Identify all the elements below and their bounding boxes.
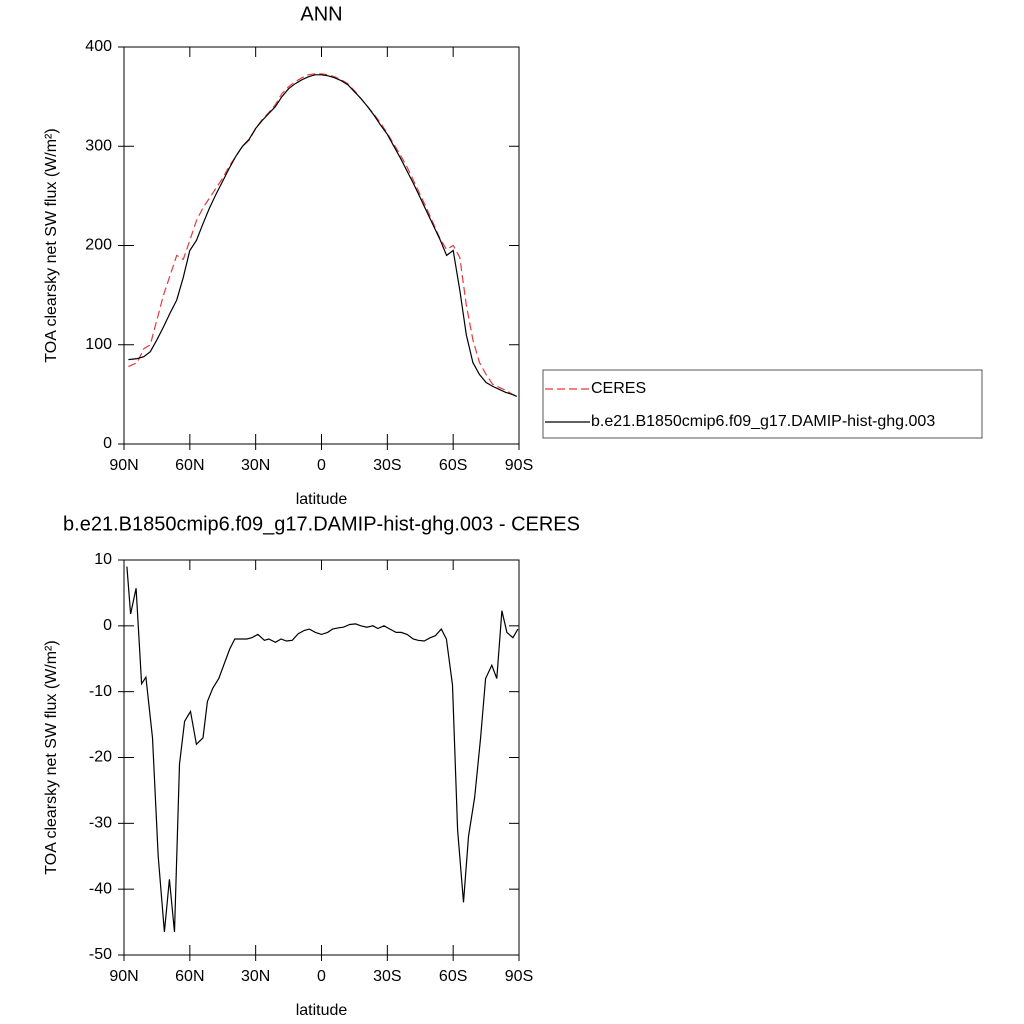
y-tick-label: -40 [89,880,112,897]
chart-title: ANN [300,3,342,25]
data-line [128,74,518,397]
chart-title: b.e21.B1850cmip6.f09_g17.DAMIP-hist-ghg.… [63,513,580,535]
legend-box [542,369,983,439]
x-tick-label: 90N [109,457,138,474]
plot-frame [123,559,520,956]
x-tick-label: 0 [317,457,326,474]
y-tick-label: -30 [89,815,112,832]
x-tick-label: 60N [175,457,204,474]
x-axis-label: latitude [296,1002,348,1019]
y-tick-label: 300 [85,137,112,154]
x-tick-label: 30N [241,968,270,985]
y-axis-label: TOA clearsky net SW flux (W/m²) [43,128,60,362]
x-tick-label: 90S [505,457,533,474]
y-tick-label: 200 [85,237,112,254]
y-tick-label: 10 [94,551,112,568]
y-tick-label: 100 [85,336,112,353]
x-tick-label: 0 [317,968,326,985]
x-axis-label: latitude [296,491,348,508]
plot-frame [123,46,520,445]
y-tick-label: 0 [103,435,112,452]
y-tick-label: 0 [103,617,112,634]
x-tick-label: 60S [439,457,467,474]
y-tick-label: 400 [85,38,112,55]
x-tick-label: 60N [175,968,204,985]
x-tick-label: 90N [109,968,138,985]
data-line [128,73,518,397]
x-tick-label: 90S [505,968,533,985]
x-tick-label: 60S [439,968,467,985]
x-tick-label: 30S [373,968,401,985]
y-axis-label: TOA clearsky net SW flux (W/m²) [43,640,60,874]
x-tick-label: 30S [373,457,401,474]
y-tick-label: -50 [89,946,112,963]
x-tick-label: 30N [241,457,270,474]
y-tick-label: -10 [89,683,112,700]
y-tick-label: -20 [89,749,112,766]
legend-label: CERES [591,380,646,397]
data-line [126,566,519,933]
legend-label: b.e21.B1850cmip6.f09_g17.DAMIP-hist-ghg.… [591,413,935,430]
